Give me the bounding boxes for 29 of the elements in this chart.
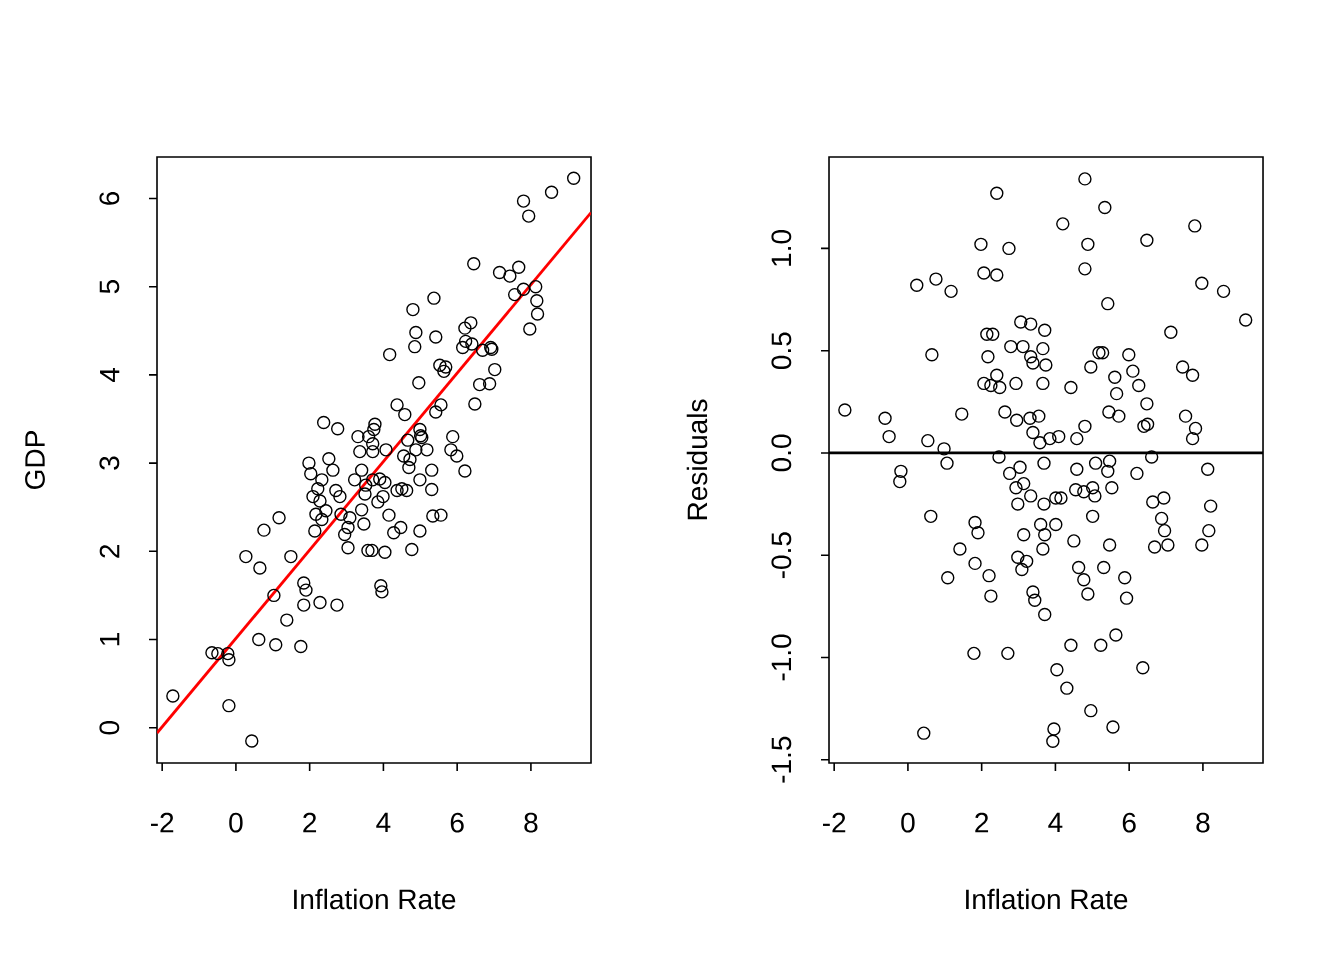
y-tick-label: -1.0 — [771, 634, 792, 681]
x-tick-label: 0 — [229, 812, 243, 833]
x-tick-label: 2 — [975, 812, 989, 833]
y-tick-label: 4 — [100, 367, 120, 383]
y-tick-label: 1.0 — [771, 230, 792, 266]
x-tick-label: 8 — [524, 812, 538, 833]
y-tick-label: -0.5 — [771, 532, 792, 579]
x-axis-title: Inflation Rate — [294, 888, 456, 910]
x-tick-label: 6 — [450, 812, 464, 833]
y-tick-label: 0 — [99, 721, 120, 735]
y-axis-title: Residuals — [686, 399, 708, 520]
x-tick-label: -2 — [150, 812, 174, 833]
y-tick-label: 0.5 — [771, 332, 792, 370]
y-tick-label: 1 — [100, 633, 120, 646]
y-tick-label: 0.0 — [771, 434, 792, 472]
x-tick-label: 2 — [303, 812, 317, 833]
y-tick-label: 2 — [99, 544, 120, 558]
y-tick-label: 3 — [99, 456, 120, 470]
x-tick-label: 4 — [1048, 812, 1063, 832]
y-tick-label: 6 — [99, 191, 120, 205]
x-tick-label: 0 — [901, 812, 915, 833]
x-tick-label: 6 — [1122, 812, 1136, 833]
y-tick-label: 5 — [99, 280, 120, 294]
x-tick-label: -2 — [822, 812, 846, 833]
x-axis-title: Inflation Rate — [966, 888, 1128, 910]
x-tick-label: 8 — [1196, 812, 1210, 833]
y-axis-title: GDP — [25, 431, 45, 489]
y-tick-label: -1.5 — [771, 736, 792, 783]
x-tick-label: 4 — [376, 812, 391, 832]
